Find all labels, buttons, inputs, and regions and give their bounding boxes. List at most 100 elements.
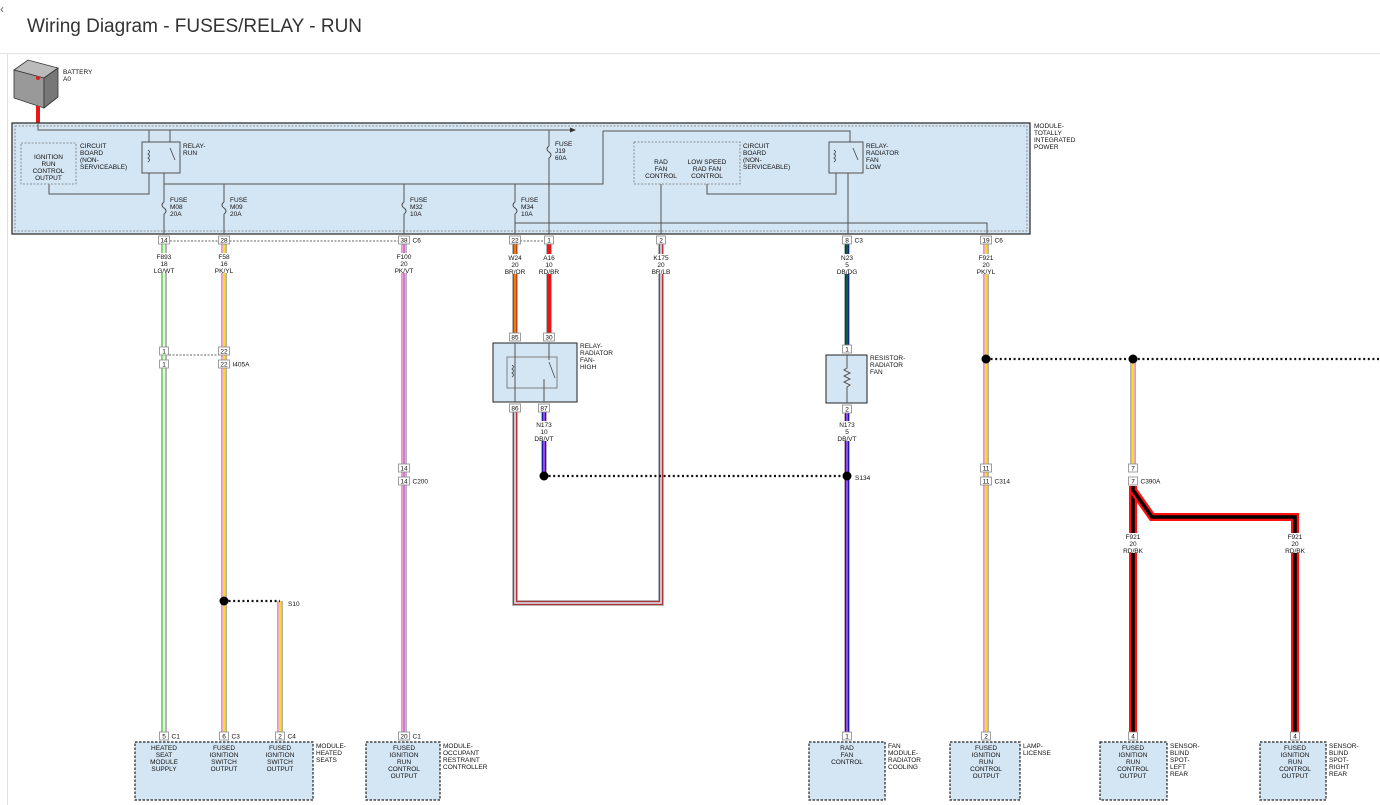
label-line: CONTROL [645,173,677,180]
component-pin-function: FUSED IGNITION RUN CONTROL OUTPUT [388,745,420,780]
label-line: (NON- [80,157,99,164]
connector-pin: 22 [220,348,228,355]
connector-pin-box [159,731,169,741]
label-line: LICENSE [1023,750,1051,757]
label-line: PK/YL [977,269,996,276]
component-pin-function: FUSED IGNITION RUN CONTROL OUTPUT [1117,745,1149,780]
label-line: RAD [654,159,668,166]
label-line: A0 [63,76,71,83]
label-line: N173 [839,422,855,429]
label-line: FAN- [580,357,595,364]
connector-pin: 2 [845,406,849,413]
connector-pin-box [980,235,992,245]
chevron-left-icon[interactable]: ‹ [0,2,4,16]
label-line: 20A [230,211,242,218]
label-line: RUN [979,759,993,766]
connector-pin: 22 [511,237,519,244]
page-title: Wiring Diagram - FUSES/RELAY - RUN [27,16,363,37]
connector-pin: 14 [400,478,408,485]
label-line: CIRCUIT [80,143,106,150]
label-line: CONTROL [1279,766,1311,773]
connector-pin-box [275,731,285,741]
relay-run-label: RELAY-RUN [183,143,205,157]
label-line: BLIND [1170,750,1189,757]
fuse-icon [161,201,167,215]
label-line: FUSED [213,745,235,752]
label-line: M09 [230,204,243,211]
connector-pin-box [398,476,410,486]
connector-pin-box [158,235,170,245]
label-line: BLIND [1329,750,1348,757]
label-line: IGNITION [1119,752,1148,759]
label-line: REAR [1170,771,1188,778]
label-line: M32 [410,204,423,211]
component-module-occupantrestraintcontroller: FUSED IGNITION RUN CONTROL OUTPUT MODULE-OCCU… [365,741,488,801]
connector-20: 20 C1 [398,731,421,741]
label-line: F100 [397,254,412,261]
connector-14: 14 [398,463,410,473]
connector-87: 87 [538,403,550,413]
connector-85: 85 [509,332,521,342]
connector-4: 4 [1290,731,1300,741]
connector-pin: 5 [162,733,166,740]
label-line: 5 [845,429,849,436]
connector-pin: 7 [1131,465,1135,472]
connector-name: C200 [413,478,429,485]
connector-pin: 14 [160,237,168,244]
connector-8: 8 C3 [842,235,863,245]
wire-tracer [514,244,662,604]
label-line: MODULE- [888,750,918,757]
connector-1: 1 [842,344,852,354]
wire-br-lb [512,244,664,606]
circuit-label-bg [502,254,528,274]
relay-radiator-fan-high-label: RELAY-RADIATOR FAN-HIGH [580,343,613,371]
fuse-label: FUSE M08 20A [170,197,188,218]
label-line: F58 [218,254,230,261]
connector-pin: 7 [1131,478,1135,485]
connector-pin-box [398,235,410,245]
label-line: REAR [1329,771,1347,778]
connector-name: C1 [172,733,181,740]
component-box [1259,741,1327,801]
circuit-label-bg [536,254,562,274]
circuit-label: N23 5 DB/DG [837,255,858,276]
fuse-icon [401,201,407,215]
connector-name: C390A [1141,478,1162,485]
battery-label: BATTERY A0 [63,69,93,83]
label-line: F893 [157,254,172,261]
fuse-icon [512,201,518,215]
connector-pin: 11 [983,465,990,472]
component-name: SENSOR-BLIND SPOT-LEFT REAR [1170,743,1200,778]
label-line: IGNITION [972,752,1001,759]
connector-28: 28 [218,235,230,245]
connector-pin: 85 [511,334,519,341]
connector-pin-box [538,403,550,413]
label-line: OUTPUT [391,773,418,780]
circuit-label: W24 20 BR/OR [505,255,526,276]
label-line: RELAY- [866,143,888,150]
connector-6: 6 C3 [219,731,240,741]
connector-19: 19 C6 [980,235,1003,245]
label-line: RUN [1288,759,1302,766]
label-line: N173 [536,422,552,429]
label-line: LG/WT [154,268,175,275]
connector-pin-box [509,332,521,342]
label-line: HEATED [316,750,342,757]
label-line: 20 [1129,541,1137,548]
component-name: LAMP-LICENSE [1023,743,1051,757]
label-line: RUN [397,759,411,766]
label-line: RD/BK [1285,548,1306,555]
connector-30: 30 [543,332,555,342]
connector-pin-box [981,731,991,741]
circuit-label: F921 20 RD/BK [1285,534,1306,555]
connector-pin: 1 [845,733,849,740]
connector-14: 14 C200 [398,476,429,486]
component-pin-function: RAD FAN CONTROL [831,745,863,766]
label-line: LEFT [1170,764,1186,771]
connector-pin-box [159,346,169,356]
label-line: 10A [521,211,533,218]
component-name: MODULE-HEATED SEATS [316,743,346,764]
label-line: IGNITION [1281,752,1310,759]
